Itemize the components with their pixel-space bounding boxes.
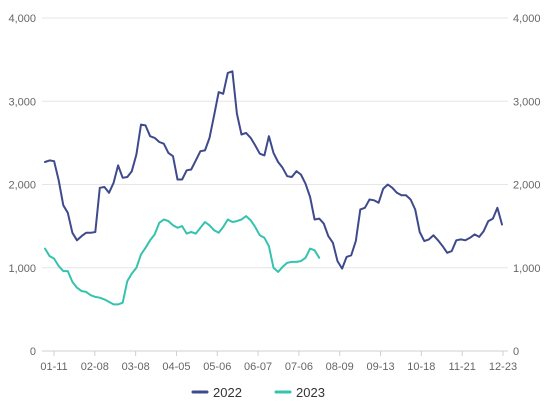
legend[interactable]: 2022 2023: [191, 385, 325, 400]
x-tick-label: 02-08: [81, 361, 109, 373]
y-tick-label-right: 1,000: [513, 263, 541, 275]
x-tick-label: 06-07: [244, 361, 272, 373]
x-tick-label: 04-05: [162, 361, 190, 373]
x-axis: 01-11 02-08 03-08 04-05 05-06 06-07 07-06 08-09…: [40, 351, 517, 373]
y-tick-label-right: 2,000: [513, 180, 541, 192]
y-tick-label-right: 4,000: [513, 13, 541, 25]
y-tick-label-left: 4,000: [8, 13, 36, 25]
series-line-2022: [44, 70, 503, 270]
x-tick-label: 05-06: [203, 361, 231, 373]
x-tick-label: 03-08: [122, 361, 150, 373]
series-lines: [44, 70, 503, 306]
legend-item-2023[interactable]: 2023: [274, 385, 325, 400]
y-tick-label-left: 3,000: [8, 96, 36, 108]
legend-label: 2022: [213, 385, 242, 400]
legend-item-2022[interactable]: 2022: [191, 385, 242, 400]
x-tick-label: 08-09: [326, 361, 354, 373]
y-tick-label-left: 0: [30, 346, 36, 358]
y-tick-label-right: 3,000: [513, 96, 541, 108]
x-tick-label: 10-18: [407, 361, 435, 373]
x-tick-label: 01-11: [40, 361, 67, 373]
legend-label: 2023: [296, 385, 325, 400]
x-tick-label: 11-21: [449, 361, 476, 373]
y-tick-label-left: 2,000: [8, 180, 36, 192]
series-line-2023: [44, 215, 321, 306]
gridlines: [42, 17, 508, 352]
y-tick-label-left: 1,000: [8, 263, 36, 275]
x-tick-label: 12-23: [489, 361, 517, 373]
x-tick-label: 07-06: [285, 361, 313, 373]
y-axis-left: 0 1,000 2,000 3,000 4,000: [8, 13, 36, 358]
y-axis-right: 0 1,000 2,000 3,000 4,000: [513, 13, 541, 358]
x-tick-label: 09-13: [366, 361, 394, 373]
y-tick-label-right: 0: [513, 346, 519, 358]
